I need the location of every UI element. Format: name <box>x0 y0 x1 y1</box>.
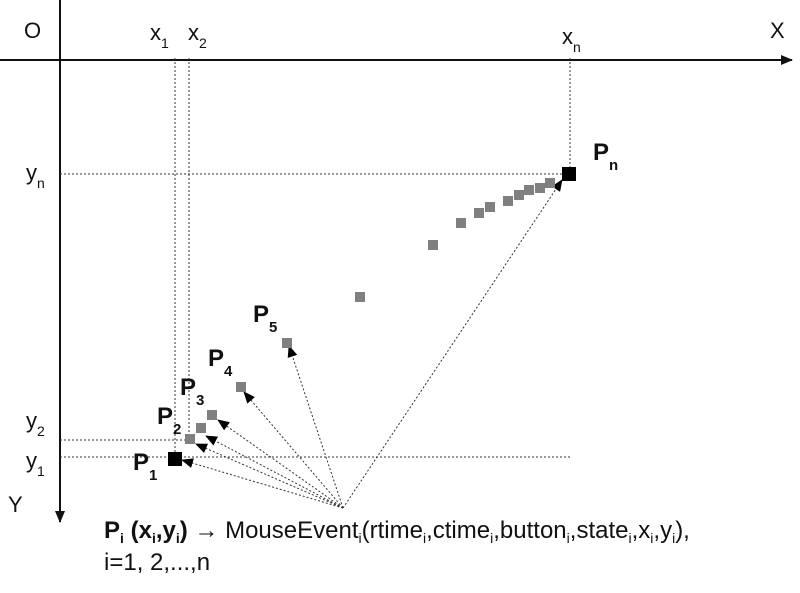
y-axis-label: Y <box>8 492 23 517</box>
trajectory-point <box>545 178 555 188</box>
trajectory-point <box>503 196 513 206</box>
formula-arg: xi, <box>638 517 661 546</box>
point-label-pn: Pn <box>593 139 618 174</box>
trajectory-point <box>456 218 466 228</box>
formula-arg: yi <box>660 517 676 546</box>
trajectory-point <box>196 423 206 433</box>
point-label-p2: P2 <box>157 403 181 438</box>
formula-arrow: → <box>187 517 226 544</box>
y2-tick-label: y2 <box>26 408 45 439</box>
ray-p4 <box>243 391 344 509</box>
formula-arg: buttoni, <box>499 517 577 546</box>
guide-lines <box>60 58 571 460</box>
start-point-marker <box>168 452 182 466</box>
ray-p2 <box>195 443 344 509</box>
trajectory-points <box>185 178 555 444</box>
y1-tick-label: y1 <box>26 448 45 479</box>
formula-arg: rtimei, <box>369 517 433 546</box>
formula-arg: ctimei, <box>432 517 500 546</box>
event-rays <box>181 179 563 509</box>
trajectory-point <box>514 190 524 200</box>
x2-tick-label: x2 <box>188 20 207 51</box>
trajectory-point <box>474 208 484 218</box>
origin-label: O <box>24 18 41 43</box>
point-label-p3: P3 <box>180 374 204 409</box>
ray-pn <box>342 179 563 509</box>
x-axis-label: X <box>770 18 785 43</box>
formula-arg: statei, <box>576 517 639 546</box>
ray-p1 <box>181 458 344 509</box>
trajectory-point <box>236 382 246 392</box>
x1-tick-label: x1 <box>150 20 169 51</box>
trajectory-point <box>524 185 534 195</box>
point-label-p5: P5 <box>253 301 277 336</box>
formula-line-1: Pi (xi,yi) → MouseEventi(rtimei,ctimei,b… <box>104 517 690 546</box>
trajectory-point <box>355 292 365 302</box>
trajectory-point <box>485 202 495 212</box>
trajectory-point <box>282 338 292 348</box>
formula-event: MouseEvent <box>225 517 359 544</box>
ray-p2b <box>205 435 344 509</box>
yn-tick-label: yn <box>26 160 45 191</box>
ray-p3 <box>217 419 344 509</box>
xn-tick-label: xn <box>562 24 581 55</box>
ray-p5 <box>287 345 344 509</box>
formula-line-2: i=1, 2,...,n <box>104 548 211 576</box>
formula-point: Pi (xi,yi) <box>104 517 188 546</box>
trajectory-point <box>535 183 545 193</box>
trajectory-point <box>185 434 195 444</box>
trajectory-point <box>207 410 217 420</box>
point-label-p4: P4 <box>208 345 233 380</box>
end-point-marker <box>562 167 576 181</box>
mouse-event-formula: Pi (xi,yi) → MouseEventi(rtimei,ctimei,b… <box>104 516 690 578</box>
trajectory-point <box>428 240 438 250</box>
point-label-p1: P1 <box>133 449 157 484</box>
